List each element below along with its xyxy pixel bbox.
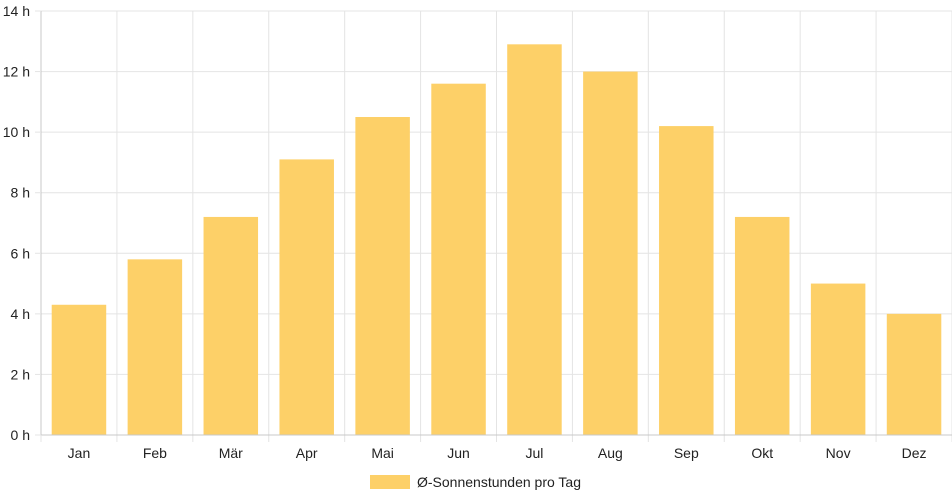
bar-Jun[interactable] xyxy=(431,83,486,435)
x-tick-label: Aug xyxy=(598,445,623,461)
legend-label: Ø-Sonnenstunden pro Tag xyxy=(417,474,581,490)
x-tick-label: Jan xyxy=(68,445,91,461)
bar-Jan[interactable] xyxy=(51,304,107,435)
x-tick-label: Mär xyxy=(219,445,243,461)
bar-Okt[interactable] xyxy=(734,216,790,435)
x-tick-label: Dez xyxy=(902,445,927,461)
chart-legend[interactable]: Ø-Sonnenstunden pro Tag xyxy=(370,474,581,490)
y-tick-label: 4 h xyxy=(11,306,30,322)
legend-swatch xyxy=(370,475,410,489)
bar-Feb[interactable] xyxy=(127,259,183,435)
y-tick-label: 12 h xyxy=(3,64,30,80)
x-tick-label: Jun xyxy=(447,445,470,461)
bar-Jul[interactable] xyxy=(507,44,562,436)
x-tick-label: Jul xyxy=(526,445,544,461)
bar-Mai[interactable] xyxy=(355,117,410,435)
x-tick-label: Nov xyxy=(826,445,851,461)
x-tick-label: Sep xyxy=(674,445,699,461)
bar-Sep[interactable] xyxy=(659,126,714,435)
bar-Nov[interactable] xyxy=(810,283,866,435)
y-tick-label: 2 h xyxy=(11,366,30,382)
bar-Dez[interactable] xyxy=(886,313,942,435)
y-tick-label: 14 h xyxy=(3,3,30,19)
y-tick-label: 0 h xyxy=(11,427,30,443)
x-tick-label: Feb xyxy=(143,445,167,461)
chart-grid xyxy=(41,10,952,442)
chart-axes xyxy=(35,10,952,442)
chart-bars xyxy=(51,44,942,436)
y-tick-label: 6 h xyxy=(11,245,30,261)
x-tick-label: Apr xyxy=(296,445,318,461)
bar-Mär[interactable] xyxy=(203,216,259,435)
x-tick-label: Mai xyxy=(371,445,394,461)
x-axis-tick-labels: Jan Feb Mär Apr Mai Jun Jul Aug Sep Okt Nov Dez xyxy=(68,445,927,461)
x-tick-label: Okt xyxy=(751,445,773,461)
bar-Aug[interactable] xyxy=(583,71,638,436)
y-axis-tick-labels: 0 h 2 h 4 h 6 h 8 h 10 h 12 h 14 h xyxy=(3,3,30,443)
y-tick-label: 8 h xyxy=(11,185,30,201)
bar-Apr[interactable] xyxy=(279,159,334,435)
y-tick-label: 10 h xyxy=(3,124,30,140)
